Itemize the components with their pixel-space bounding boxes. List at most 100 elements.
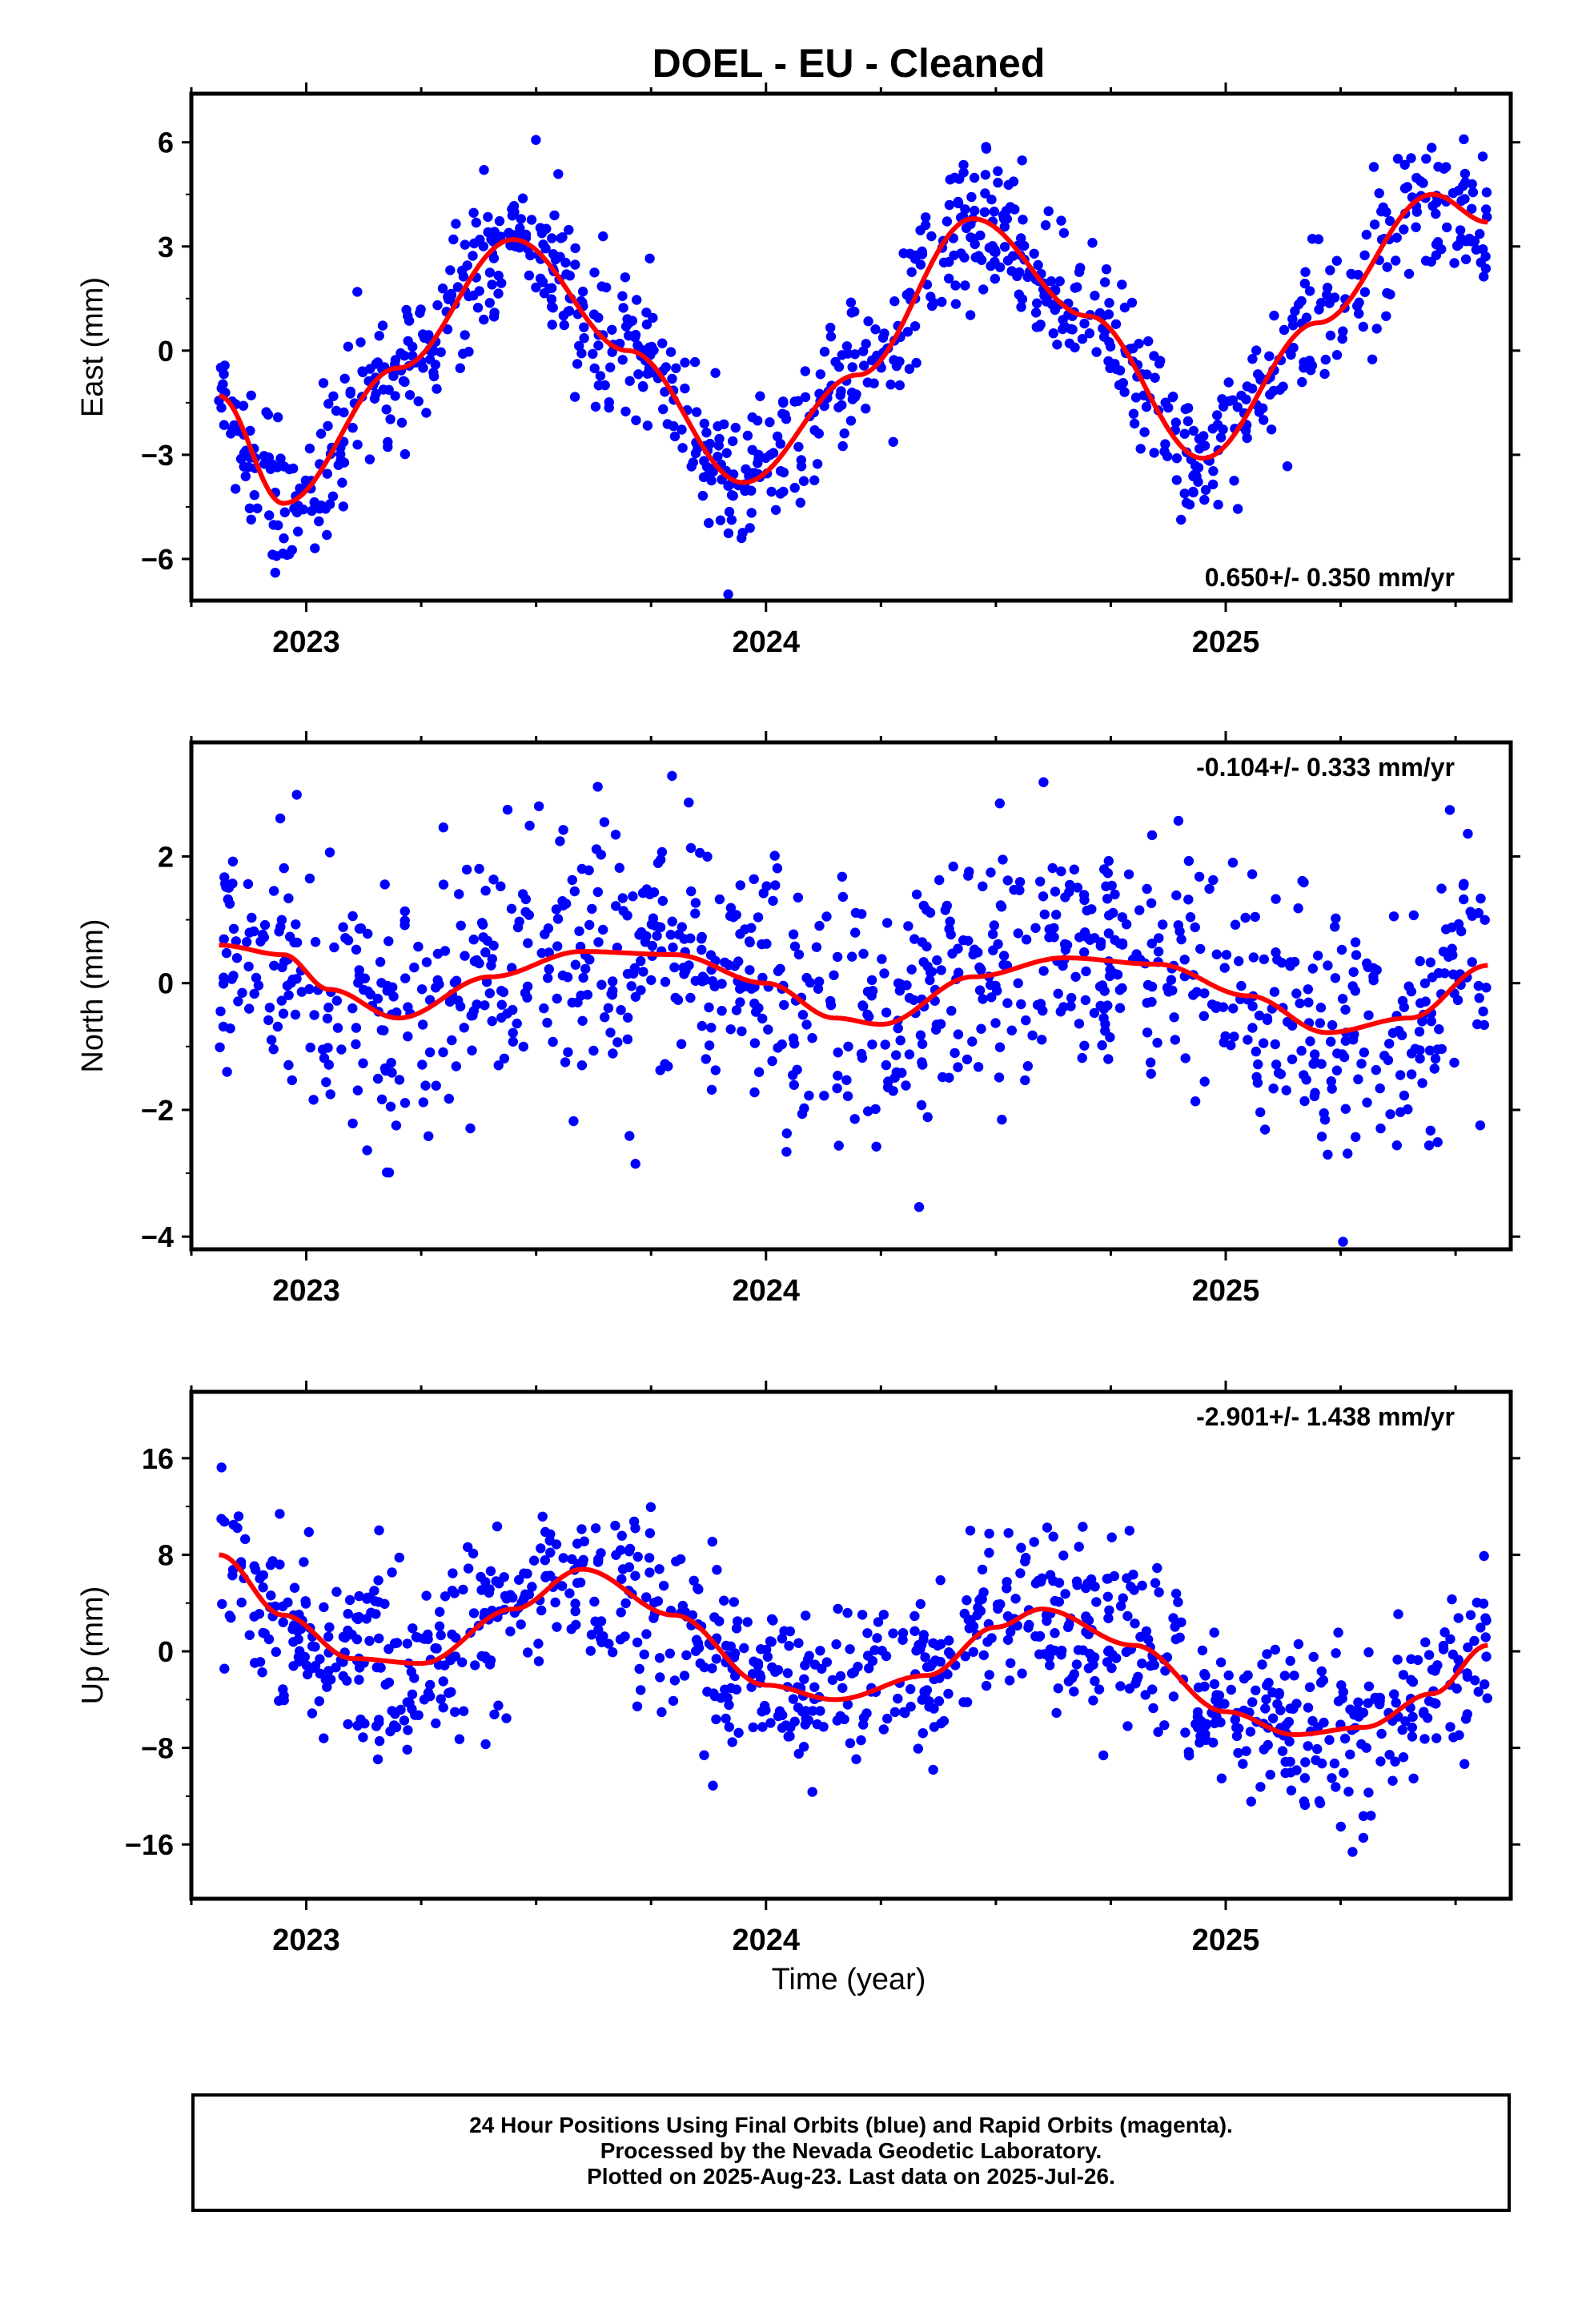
data-point	[942, 216, 953, 227]
data-point	[749, 1087, 760, 1098]
data-point	[1351, 1132, 1361, 1143]
data-point	[1291, 988, 1302, 999]
data-point	[679, 1671, 690, 1681]
data-point	[1303, 984, 1314, 995]
data-point	[1247, 869, 1258, 879]
data-point	[352, 1614, 363, 1625]
data-point	[695, 847, 705, 858]
data-point	[1142, 883, 1152, 895]
footer-line-1: 24 Hour Positions Using Final Orbits (bl…	[469, 2113, 1233, 2137]
data-point	[604, 397, 614, 408]
data-point	[400, 1098, 411, 1108]
data-point	[841, 1075, 852, 1085]
data-point	[1482, 1693, 1492, 1703]
data-point	[396, 348, 406, 359]
data-point	[1339, 1767, 1349, 1778]
data-point	[1074, 267, 1085, 277]
data-point	[1009, 884, 1019, 895]
data-point	[241, 937, 252, 947]
data-point	[1217, 394, 1227, 404]
data-point	[217, 1598, 227, 1610]
data-point	[413, 941, 424, 952]
data-point	[833, 1047, 843, 1058]
data-point	[413, 396, 424, 407]
data-point	[1122, 1610, 1133, 1622]
data-point	[372, 1073, 383, 1084]
data-point	[657, 338, 668, 348]
data-point	[620, 406, 631, 416]
data-point	[717, 1006, 727, 1016]
data-point	[527, 1582, 537, 1592]
data-point	[1363, 1681, 1375, 1691]
data-point	[1002, 1634, 1014, 1645]
data-point	[479, 165, 489, 175]
data-point	[948, 861, 958, 872]
data-point	[644, 1553, 655, 1563]
data-point	[837, 1683, 848, 1693]
data-point	[394, 1075, 405, 1085]
data-point	[436, 1630, 446, 1641]
data-point	[862, 987, 873, 997]
data-point	[601, 282, 612, 293]
data-point	[1102, 1574, 1113, 1584]
data-point	[1200, 1671, 1211, 1681]
data-point	[684, 797, 694, 808]
data-point	[845, 1644, 855, 1655]
data-point	[1310, 1049, 1320, 1059]
data-point	[1183, 895, 1194, 905]
data-point	[379, 879, 390, 890]
data-point	[1258, 403, 1268, 413]
data-point	[1259, 415, 1269, 425]
data-point	[1422, 1713, 1433, 1723]
data-point	[600, 1012, 610, 1023]
data-point	[537, 1511, 548, 1522]
data-point	[915, 1598, 926, 1610]
data-point	[968, 1647, 979, 1657]
data-point	[1432, 1137, 1443, 1148]
data-point	[864, 1663, 874, 1674]
data-point	[358, 367, 368, 378]
data-point	[533, 801, 544, 811]
data-point	[424, 354, 436, 365]
data-point	[1438, 1644, 1449, 1655]
data-point	[231, 936, 241, 947]
data-point	[915, 259, 926, 270]
data-point	[617, 355, 628, 365]
data-point	[867, 1655, 878, 1667]
data-point	[966, 191, 977, 203]
data-point	[1479, 271, 1489, 282]
y-tick-label: −4	[141, 1220, 174, 1253]
data-point	[373, 1597, 384, 1607]
data-point	[243, 879, 254, 890]
data-point	[1395, 1070, 1406, 1080]
data-point	[633, 369, 644, 380]
data-point	[219, 934, 229, 945]
data-point	[1014, 877, 1026, 887]
data-point	[576, 863, 588, 875]
data-point	[757, 972, 768, 983]
data-point	[484, 988, 495, 999]
x-axis-label: Time (year)	[772, 1963, 926, 1996]
data-point	[548, 303, 558, 313]
data-point	[753, 416, 763, 426]
data-point	[271, 1647, 281, 1657]
data-point	[1436, 1043, 1447, 1055]
data-point	[596, 979, 607, 990]
data-point	[849, 1114, 860, 1124]
data-point	[728, 436, 738, 447]
data-point	[1216, 1773, 1227, 1783]
data-point	[1066, 992, 1077, 1003]
data-point	[626, 981, 636, 991]
data-point	[383, 441, 393, 452]
data-point	[1391, 232, 1402, 243]
data-point	[906, 964, 917, 975]
data-point	[1333, 1696, 1344, 1707]
data-point	[881, 1007, 892, 1018]
data-point	[690, 898, 701, 908]
data-point	[1018, 215, 1028, 225]
data-point	[228, 923, 239, 935]
data-point	[1287, 1020, 1298, 1031]
data-point	[1044, 932, 1054, 943]
data-point	[1058, 227, 1070, 239]
data-point	[967, 1036, 978, 1047]
